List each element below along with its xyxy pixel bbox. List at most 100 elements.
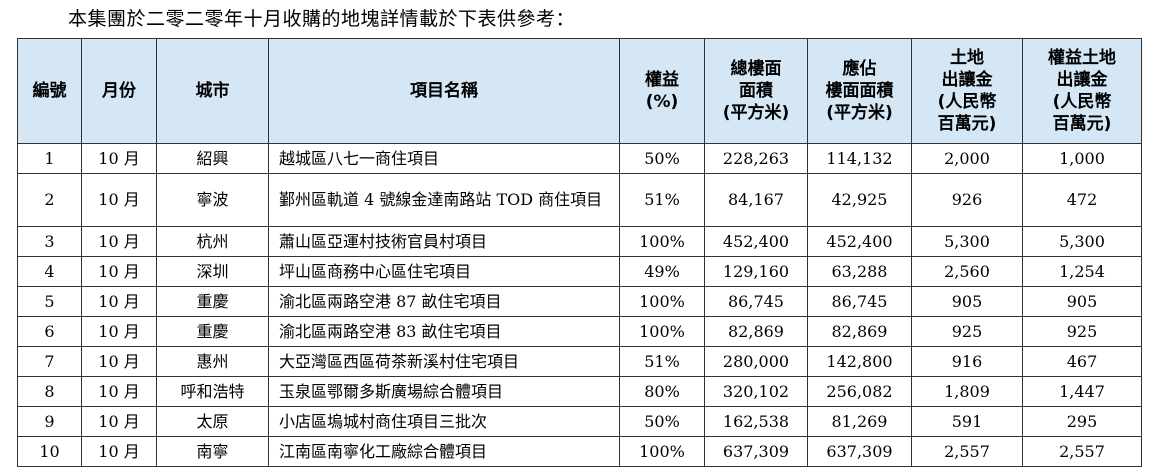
cell-project: 越城區八七一商住項目 <box>268 143 620 174</box>
cell-attributable-premium: 925 <box>1022 316 1142 347</box>
cell-no: 6 <box>17 316 82 347</box>
cell-no: 3 <box>17 226 82 257</box>
cell-attributable-gfa: 452,400 <box>807 226 912 257</box>
cell-land-premium: 2,000 <box>911 143 1023 174</box>
cell-attributable-premium: 1,254 <box>1022 256 1142 287</box>
cell-month: 10 月 <box>81 173 157 227</box>
cell-attributable-gfa: 256,082 <box>807 376 912 407</box>
cell-city: 重慶 <box>156 316 269 347</box>
header-equity: 權益 (%) <box>619 38 705 144</box>
table-row: 5 10 月 重慶 渝北區兩路空港 87 畝住宅項目 100% 86,745 8… <box>17 286 1142 317</box>
cell-equity: 100% <box>619 226 705 257</box>
cell-month: 10 月 <box>81 286 157 317</box>
cell-no: 4 <box>17 256 82 287</box>
cell-project: 渝北區兩路空港 83 畝住宅項目 <box>268 316 620 347</box>
header-project: 項目名稱 <box>268 38 620 144</box>
cell-project: 鄞州區軌道 4 號線金達南路站 TOD 商住項目 <box>268 173 620 227</box>
cell-no: 7 <box>17 346 82 377</box>
cell-land-premium: 926 <box>911 173 1023 227</box>
cell-equity: 100% <box>619 286 705 317</box>
table-row: 4 10 月 深圳 坪山區商務中心區住宅項目 49% 129,160 63,28… <box>17 256 1142 287</box>
cell-no: 2 <box>17 173 82 227</box>
cell-project: 坪山區商務中心區住宅項目 <box>268 256 620 287</box>
cell-gfa: 84,167 <box>704 173 808 227</box>
cell-project: 渝北區兩路空港 87 畝住宅項目 <box>268 286 620 317</box>
header-city: 城市 <box>156 38 269 144</box>
table-row: 9 10 月 太原 小店區塢城村商住項目三批次 50% 162,538 81,2… <box>17 406 1142 437</box>
cell-city: 太原 <box>156 406 269 437</box>
cell-month: 10 月 <box>81 143 157 174</box>
cell-month: 10 月 <box>81 256 157 287</box>
cell-month: 10 月 <box>81 436 157 467</box>
cell-city: 惠州 <box>156 346 269 377</box>
header-month: 月份 <box>81 38 157 144</box>
cell-month: 10 月 <box>81 316 157 347</box>
cell-gfa: 86,745 <box>704 286 808 317</box>
cell-no: 1 <box>17 143 82 174</box>
cell-project: 蕭山區亞運村技術官員村項目 <box>268 226 620 257</box>
cell-month: 10 月 <box>81 346 157 377</box>
cell-city: 南寧 <box>156 436 269 467</box>
cell-attributable-gfa: 142,800 <box>807 346 912 377</box>
table-row: 8 10 月 呼和浩特 玉泉區鄂爾多斯廣場綜合體項目 80% 320,102 2… <box>17 376 1142 407</box>
cell-equity: 50% <box>619 143 705 174</box>
cell-attributable-gfa: 82,869 <box>807 316 912 347</box>
cell-attributable-premium: 1,447 <box>1022 376 1142 407</box>
intro-text: 本集團於二零二零年十月收購的地塊詳情載於下表供參考： <box>68 8 576 30</box>
cell-attributable-gfa: 42,925 <box>807 173 912 227</box>
cell-project: 大亞灣區西區荷茶新溪村住宅項目 <box>268 346 620 377</box>
header-attributable-gfa: 應佔 樓面面積 (平方米) <box>807 38 912 144</box>
cell-land-premium: 2,557 <box>911 436 1023 467</box>
header-no: 編號 <box>17 38 82 144</box>
table-row: 6 10 月 重慶 渝北區兩路空港 83 畝住宅項目 100% 82,869 8… <box>17 316 1142 347</box>
cell-land-premium: 925 <box>911 316 1023 347</box>
cell-gfa: 637,309 <box>704 436 808 467</box>
cell-land-premium: 916 <box>911 346 1023 377</box>
cell-gfa: 129,160 <box>704 256 808 287</box>
cell-month: 10 月 <box>81 226 157 257</box>
cell-city: 深圳 <box>156 256 269 287</box>
cell-land-premium: 5,300 <box>911 226 1023 257</box>
table-row: 2 10 月 寧波 鄞州區軌道 4 號線金達南路站 TOD 商住項目 51% 8… <box>17 173 1142 227</box>
cell-attributable-gfa: 63,288 <box>807 256 912 287</box>
cell-gfa: 82,869 <box>704 316 808 347</box>
cell-equity: 51% <box>619 173 705 227</box>
cell-city: 重慶 <box>156 286 269 317</box>
cell-gfa: 162,538 <box>704 406 808 437</box>
cell-city: 紹興 <box>156 143 269 174</box>
cell-city: 杭州 <box>156 226 269 257</box>
cell-city: 呼和浩特 <box>156 376 269 407</box>
cell-no: 9 <box>17 406 82 437</box>
cell-gfa: 228,263 <box>704 143 808 174</box>
header-gfa: 總樓面 面積 (平方米) <box>704 38 808 144</box>
header-land-premium: 土地 出讓金 (人民幣 百萬元) <box>911 38 1023 144</box>
cell-equity: 50% <box>619 406 705 437</box>
cell-land-premium: 591 <box>911 406 1023 437</box>
cell-land-premium: 1,809 <box>911 376 1023 407</box>
cell-attributable-gfa: 114,132 <box>807 143 912 174</box>
table-row: 7 10 月 惠州 大亞灣區西區荷茶新溪村住宅項目 51% 280,000 14… <box>17 346 1142 377</box>
header-attributable-premium: 權益土地 出讓金 (人民幣 百萬元) <box>1022 38 1142 144</box>
cell-no: 8 <box>17 376 82 407</box>
cell-attributable-premium: 5,300 <box>1022 226 1142 257</box>
cell-attributable-premium: 467 <box>1022 346 1142 377</box>
cell-month: 10 月 <box>81 406 157 437</box>
table-row: 3 10 月 杭州 蕭山區亞運村技術官員村項目 100% 452,400 452… <box>17 226 1142 257</box>
cell-no: 10 <box>17 436 82 467</box>
cell-city: 寧波 <box>156 173 269 227</box>
cell-attributable-gfa: 81,269 <box>807 406 912 437</box>
land-acquisition-table: 編號 月份 城市 項目名稱 權益 (%) 總樓面 面積 (平方米) 應佔 樓面面… <box>17 38 1142 467</box>
cell-gfa: 452,400 <box>704 226 808 257</box>
cell-attributable-gfa: 86,745 <box>807 286 912 317</box>
table-row: 10 10 月 南寧 江南區南寧化工廠綜合體項目 100% 637,309 63… <box>17 436 1142 467</box>
cell-land-premium: 2,560 <box>911 256 1023 287</box>
cell-equity: 51% <box>619 346 705 377</box>
cell-attributable-premium: 472 <box>1022 173 1142 227</box>
cell-gfa: 280,000 <box>704 346 808 377</box>
cell-attributable-gfa: 637,309 <box>807 436 912 467</box>
cell-equity: 100% <box>619 316 705 347</box>
cell-land-premium: 905 <box>911 286 1023 317</box>
cell-equity: 80% <box>619 376 705 407</box>
cell-project: 玉泉區鄂爾多斯廣場綜合體項目 <box>268 376 620 407</box>
cell-project: 江南區南寧化工廠綜合體項目 <box>268 436 620 467</box>
